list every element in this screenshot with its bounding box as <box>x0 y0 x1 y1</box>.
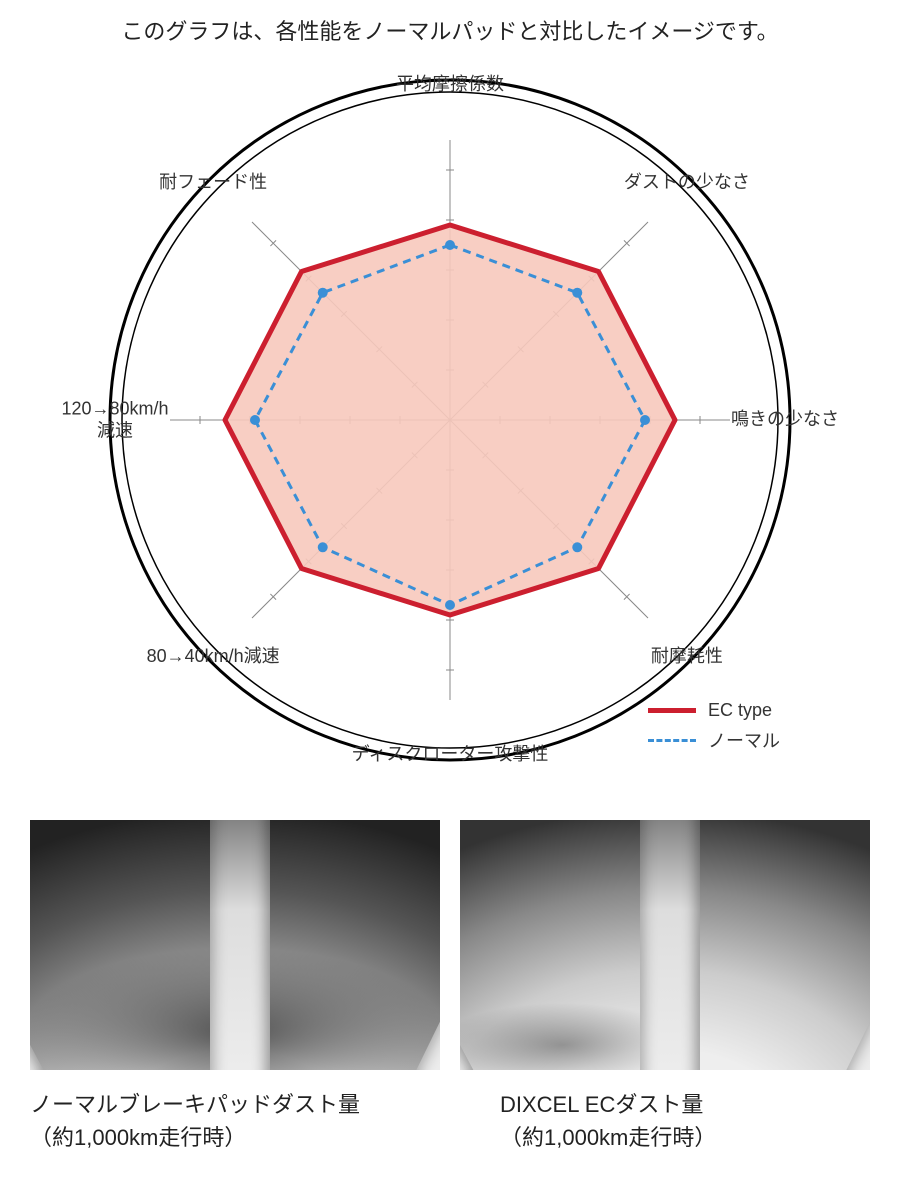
axis-label: 耐フェード性 <box>159 172 267 194</box>
photo-col-ec: DIXCEL ECダスト量 （約1,000km走行時） <box>460 820 870 1154</box>
photo-caption-normal: ノーマルブレーキパッドダスト量 （約1,000km走行時） <box>30 1088 440 1154</box>
axis-label: 耐摩耗性 <box>651 646 723 668</box>
axis-label: ダストの少なさ <box>624 172 750 194</box>
caption-line: ノーマルブレーキパッドダスト量 <box>30 1088 440 1121</box>
photo-row: ノーマルブレーキパッドダスト量 （約1,000km走行時） DIXCEL ECダ… <box>30 820 870 1154</box>
photo-caption-ec: DIXCEL ECダスト量 （約1,000km走行時） <box>460 1088 870 1154</box>
legend-item-normal: ノーマル <box>648 727 780 753</box>
legend-label: EC type <box>708 700 772 721</box>
legend-swatch-solid <box>648 708 696 713</box>
page-title: このグラフは、各性能をノーマルパッドと対比したイメージです。 <box>0 14 900 46</box>
axis-label: 120→80km/h減速 <box>61 398 168 441</box>
legend-label: ノーマル <box>708 727 780 753</box>
radar-chart: 平均摩擦係数ダストの少なさ鳴きの少なさ耐摩耗性ディスクローター攻撃性80→40k… <box>90 60 810 780</box>
legend-item-ec: EC type <box>648 700 780 721</box>
caption-line: DIXCEL ECダスト量 <box>500 1088 870 1121</box>
caption-line: （約1,000km走行時） <box>30 1121 440 1154</box>
axis-label: 鳴きの少なさ <box>731 409 839 431</box>
caption-line: （約1,000km走行時） <box>500 1121 870 1154</box>
legend: EC type ノーマル <box>648 700 780 759</box>
photo-ec-pad <box>460 820 870 1070</box>
axis-label: 80→40km/h減速 <box>147 646 280 668</box>
axis-label: 平均摩擦係数 <box>396 74 504 96</box>
photo-normal-pad <box>30 820 440 1070</box>
legend-swatch-dash <box>648 739 696 742</box>
photo-col-normal: ノーマルブレーキパッドダスト量 （約1,000km走行時） <box>30 820 440 1154</box>
axis-label: ディスクローター攻撃性 <box>352 744 549 766</box>
